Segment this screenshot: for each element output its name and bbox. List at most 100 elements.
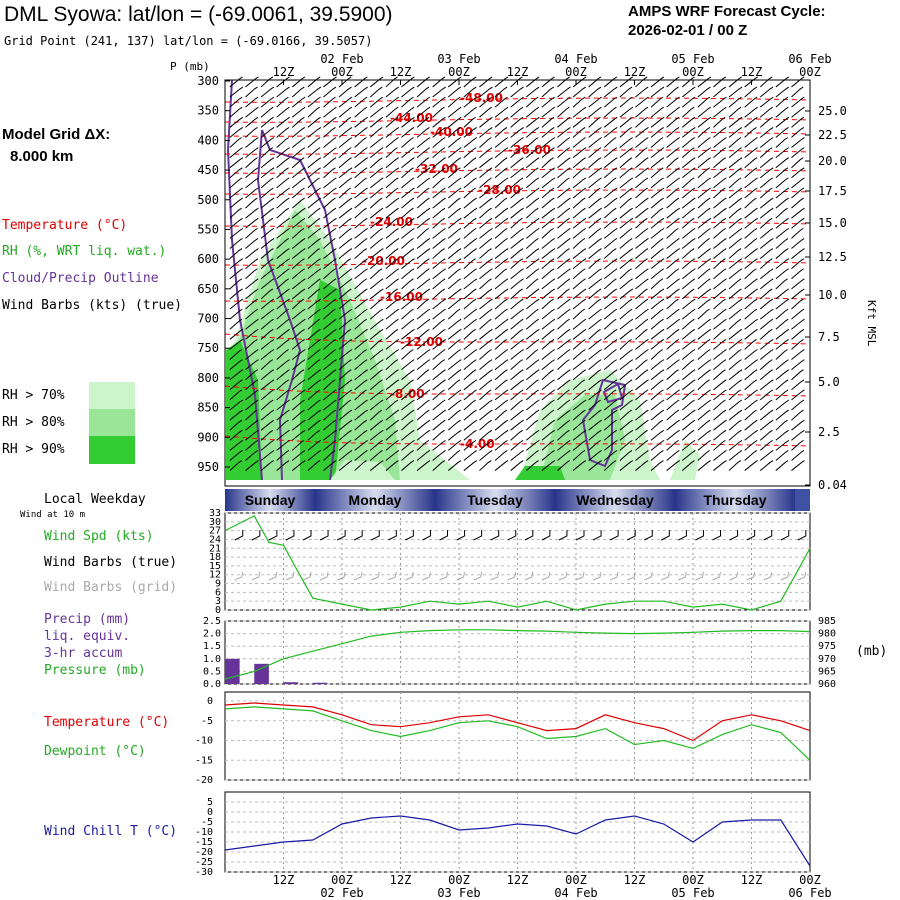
model-grid-value: 8.000 km bbox=[10, 148, 74, 165]
wind-barb bbox=[541, 328, 555, 340]
wind-barb bbox=[447, 137, 462, 148]
wind-barb bbox=[229, 409, 244, 421]
wind-barb bbox=[291, 429, 306, 441]
wind-barb bbox=[557, 298, 571, 310]
temperature-contour-label: -32.00 bbox=[415, 162, 458, 176]
surface-wind-barb bbox=[558, 530, 568, 541]
wind-barb bbox=[276, 419, 289, 431]
wind-barb bbox=[557, 409, 571, 421]
wind-barb bbox=[744, 419, 758, 431]
wind-barb bbox=[510, 238, 524, 249]
wind-barb bbox=[588, 409, 602, 421]
wind-barb bbox=[557, 217, 570, 229]
cloud-outline bbox=[581, 378, 627, 468]
temperature-contour bbox=[224, 97, 811, 103]
wind-barb bbox=[713, 369, 726, 381]
surface-wind-barb bbox=[524, 530, 534, 541]
wind-barb bbox=[323, 450, 336, 461]
wind-barb bbox=[744, 308, 758, 320]
wind-barb bbox=[728, 137, 742, 148]
wind-barb bbox=[260, 197, 275, 209]
wind-barb bbox=[229, 308, 243, 320]
surface-wind-barb-grid bbox=[558, 571, 568, 581]
surface-wind-barb-grid bbox=[302, 571, 312, 581]
wind-barb bbox=[619, 227, 633, 239]
surface-wind-barb bbox=[592, 530, 602, 541]
wind-barb bbox=[791, 308, 805, 320]
wind-barb bbox=[557, 137, 571, 148]
wind-barb bbox=[276, 349, 289, 360]
wind-barb bbox=[432, 389, 445, 401]
wind-barb bbox=[354, 460, 367, 471]
wind-barb bbox=[619, 96, 633, 108]
surface-wind-barb-grid bbox=[609, 571, 619, 581]
wind-barb bbox=[354, 339, 368, 350]
wind-barb bbox=[369, 278, 384, 290]
wind-barb bbox=[666, 349, 680, 360]
wind-barb bbox=[588, 308, 602, 320]
wind-barb bbox=[635, 137, 649, 148]
wind-barb bbox=[728, 379, 743, 391]
wind-barb bbox=[307, 308, 321, 320]
wind-barb bbox=[588, 147, 602, 158]
pressure-tick-label: 850 bbox=[197, 401, 219, 415]
kft-tick-label: 0.04 bbox=[818, 478, 847, 492]
wind-barb bbox=[401, 298, 415, 310]
wind-barb bbox=[338, 248, 353, 259]
wind-barb bbox=[416, 389, 431, 401]
wind-barb bbox=[588, 339, 602, 350]
wind-barb bbox=[619, 147, 634, 158]
wind-barb bbox=[510, 328, 524, 340]
wind-barb bbox=[354, 227, 368, 239]
wind-barb bbox=[603, 227, 618, 239]
wind-barb bbox=[447, 308, 461, 320]
wind-barb bbox=[354, 328, 368, 340]
wind-barb bbox=[681, 379, 696, 391]
wind-barb bbox=[541, 187, 555, 199]
pressure-tick-label: 500 bbox=[197, 193, 219, 207]
wind-barb bbox=[338, 96, 353, 108]
surface-wind-barb bbox=[780, 530, 790, 541]
legend-dewpoint: Dewpoint (°C) bbox=[44, 744, 146, 759]
wind-barb bbox=[572, 157, 586, 169]
wind-barb bbox=[401, 86, 415, 98]
wind-barb bbox=[791, 369, 804, 381]
wind-barb bbox=[728, 419, 742, 431]
wind-barb bbox=[603, 278, 617, 290]
wind-barb bbox=[635, 238, 649, 249]
wind-barb bbox=[541, 238, 555, 249]
weekday-label: Wednesday bbox=[576, 492, 654, 508]
wind-speed-tick-label: 18 bbox=[209, 552, 221, 563]
wind-barb bbox=[759, 227, 774, 239]
precip-bar bbox=[312, 682, 328, 684]
wind-barb bbox=[494, 86, 508, 98]
wind-barb bbox=[323, 369, 337, 381]
wind-barb bbox=[401, 167, 414, 179]
wind-barb bbox=[728, 399, 743, 411]
wind-barb bbox=[775, 419, 788, 431]
wind-barb bbox=[416, 116, 430, 128]
wind-barb bbox=[229, 238, 243, 249]
wind-barb bbox=[385, 419, 400, 431]
wind-barb bbox=[510, 460, 524, 471]
temperature-contour-label: -28.00 bbox=[478, 183, 521, 197]
wind-barb bbox=[229, 177, 243, 189]
temperature-contour bbox=[224, 189, 811, 195]
wind-barb bbox=[759, 76, 773, 88]
wind-barb bbox=[650, 157, 665, 169]
wind-barb bbox=[323, 349, 337, 360]
wind-barb bbox=[494, 308, 508, 320]
wind-barb bbox=[666, 268, 680, 280]
surface-wind-barb-grid bbox=[541, 571, 551, 581]
wind-barb bbox=[775, 460, 789, 471]
wind-barb bbox=[479, 278, 492, 290]
wind-chill-tick-label: -20 bbox=[195, 847, 213, 858]
wind-barb bbox=[245, 76, 259, 88]
wind-barb bbox=[525, 379, 539, 391]
wind-barb bbox=[479, 349, 492, 360]
wind-barb bbox=[432, 177, 445, 189]
legend-precip-accum: 3-hr accum bbox=[44, 646, 123, 661]
precip-tick-label: 0.0 bbox=[203, 679, 221, 690]
wind-barb bbox=[666, 258, 680, 270]
wind-barb bbox=[229, 76, 243, 88]
